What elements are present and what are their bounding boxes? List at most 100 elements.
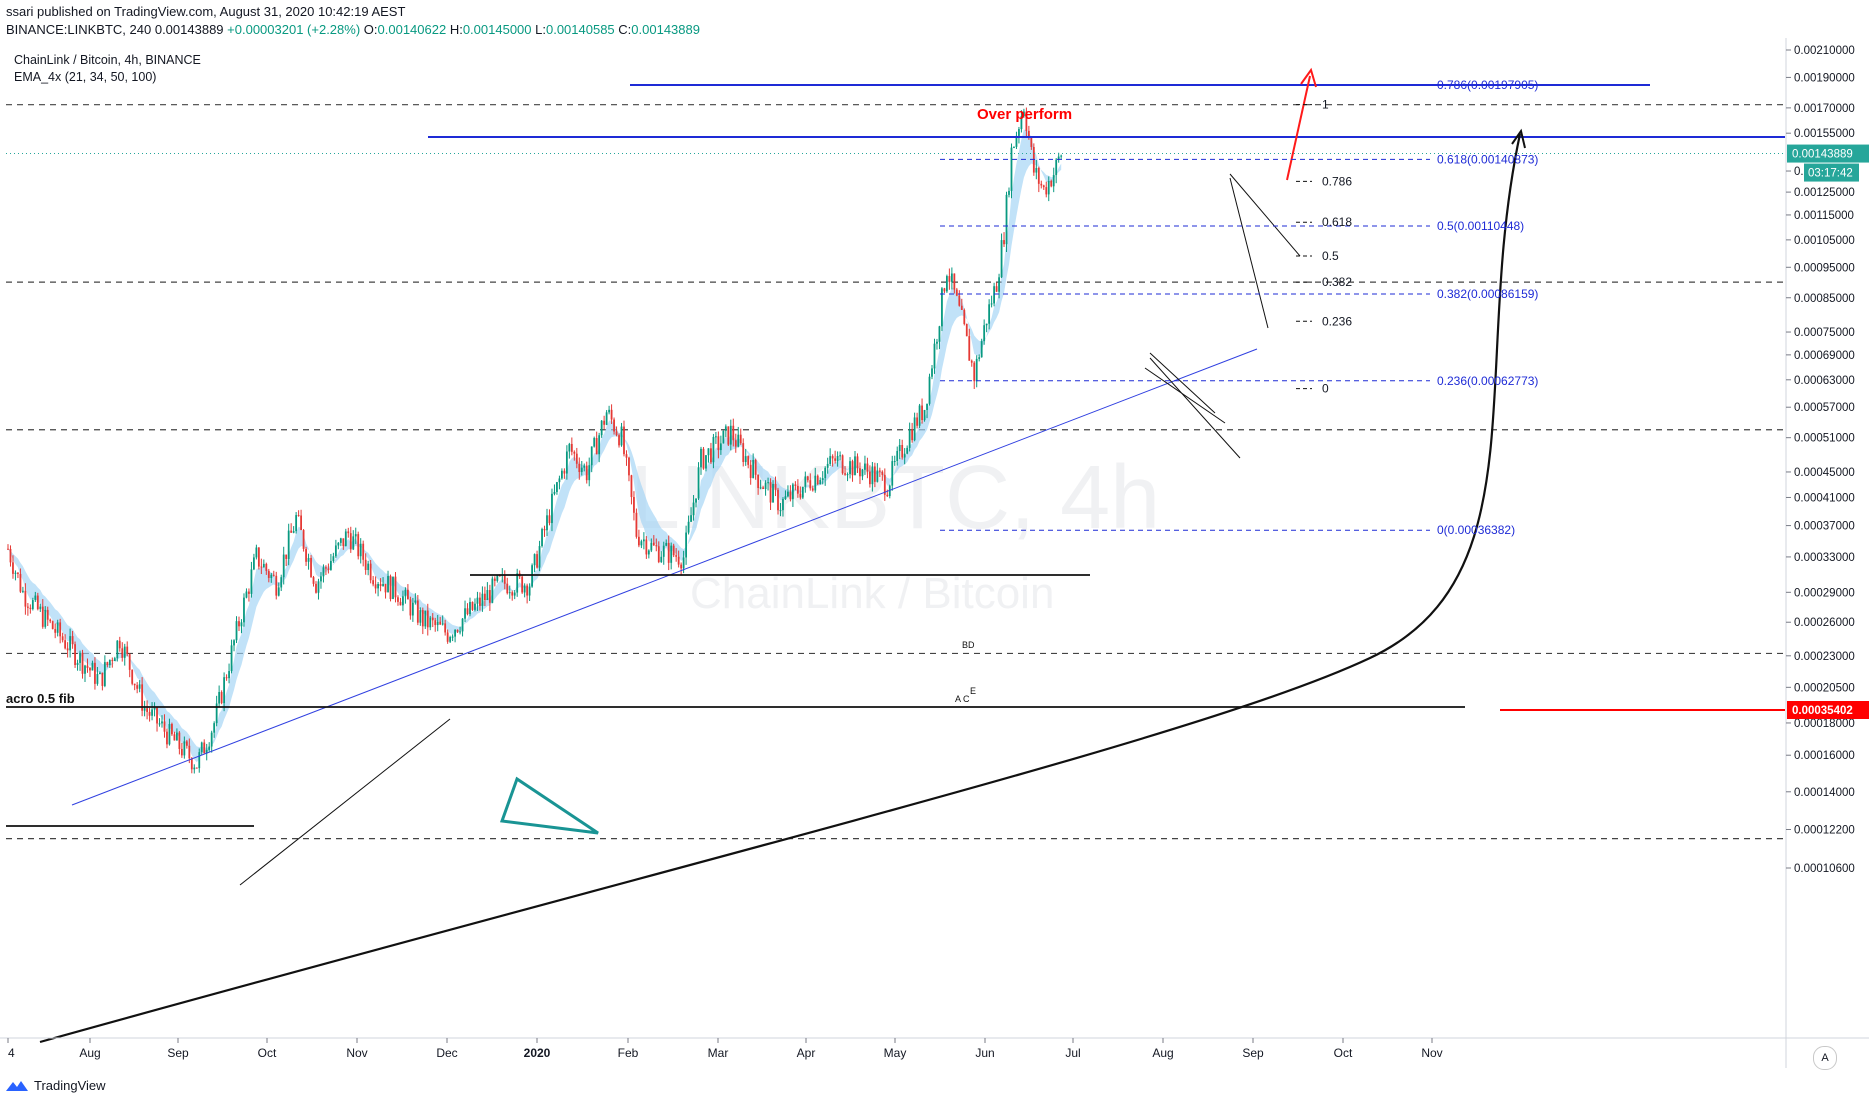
- candle: [392, 576, 394, 600]
- candle: [878, 467, 881, 477]
- legend-ema[interactable]: EMA_4x (21, 34, 50, 100): [14, 70, 157, 84]
- candle-body: [804, 476, 807, 487]
- candle: [1010, 143, 1013, 199]
- candle: [792, 482, 794, 507]
- candle: [161, 715, 163, 728]
- y-tick-label: 0.00115000: [1794, 210, 1854, 222]
- candle-body: [260, 566, 263, 568]
- candle: [106, 661, 109, 668]
- candle-body: [51, 621, 54, 630]
- candle: [814, 467, 817, 493]
- candle: [988, 299, 991, 330]
- candle: [210, 730, 213, 753]
- candle: [337, 542, 340, 550]
- candle: [1037, 166, 1040, 193]
- candle: [84, 664, 86, 683]
- candle-body: [392, 576, 394, 599]
- candle: [1013, 146, 1015, 149]
- price-axis[interactable]: 0.00210000 0.00190000 0.00170000 0.00155000…: [1785, 38, 1869, 1068]
- candle: [193, 764, 196, 774]
- candle: [1030, 136, 1033, 150]
- wave-label-ac: A C: [955, 694, 970, 704]
- candle: [123, 643, 126, 666]
- candle: [56, 619, 59, 637]
- candle: [715, 431, 717, 444]
- candle: [595, 431, 598, 455]
- candle: [253, 553, 255, 571]
- candle: [548, 509, 551, 526]
- candle-body: [563, 470, 566, 474]
- candle: [821, 471, 824, 485]
- candle-body: [270, 574, 273, 578]
- candle-body: [101, 672, 104, 686]
- candle: [471, 601, 474, 611]
- candle: [426, 603, 429, 636]
- candle: [41, 599, 44, 629]
- candle-body: [752, 459, 755, 478]
- candle: [854, 450, 856, 476]
- candle: [245, 588, 248, 599]
- candle-body: [953, 273, 956, 290]
- candle-body: [325, 567, 327, 569]
- candle-body: [667, 542, 670, 563]
- candle-body: [630, 475, 633, 498]
- candle-body: [334, 545, 337, 557]
- candle-body: [883, 474, 886, 495]
- x-tick-label: Sep: [167, 1046, 189, 1060]
- candle-body: [116, 640, 119, 659]
- candle: [565, 445, 568, 480]
- candle-body: [695, 498, 697, 503]
- candle-body: [131, 669, 134, 684]
- candle-body: [193, 767, 196, 770]
- tradingview-brand[interactable]: TradingView: [6, 1078, 106, 1093]
- candle: [578, 457, 581, 480]
- candle: [747, 455, 750, 469]
- candle-body: [724, 426, 727, 431]
- candle: [585, 461, 588, 484]
- candle: [310, 555, 312, 578]
- candle-body: [829, 456, 832, 464]
- candle: [906, 445, 909, 455]
- price-chart[interactable]: LINKBTC, 4h ChainLink / Bitcoin 0.786(0.…: [0, 38, 1869, 1068]
- candle-body: [250, 569, 253, 594]
- auto-scale-button[interactable]: A: [1813, 1046, 1837, 1070]
- candle: [474, 598, 476, 612]
- candle-body: [585, 465, 588, 481]
- fib-level-label: 0.618(0.00140873): [1437, 152, 1538, 166]
- candle: [513, 590, 516, 600]
- candle-body: [677, 556, 680, 565]
- candle: [769, 478, 772, 510]
- candle: [859, 462, 861, 484]
- candle: [953, 273, 956, 294]
- time-axis[interactable]: 4 Aug Sep Oct Nov Dec 2020 Feb Mar Apr May Jun Jul Au…: [0, 1037, 1869, 1060]
- candle: [901, 439, 904, 460]
- candle-body: [141, 684, 144, 711]
- candle: [436, 614, 439, 632]
- candle-body: [409, 599, 412, 616]
- candle: [325, 565, 327, 576]
- candle-body: [431, 617, 434, 621]
- candle: [108, 659, 111, 668]
- candle-body: [41, 606, 44, 627]
- candle: [372, 575, 375, 587]
- candle: [146, 700, 148, 720]
- candle: [918, 403, 921, 429]
- candle-body: [645, 539, 648, 555]
- candle: [677, 550, 680, 568]
- candle: [958, 290, 961, 307]
- candle: [148, 707, 151, 722]
- candle-body: [652, 542, 655, 546]
- x-tick-label: Mar: [708, 1046, 729, 1060]
- wave-label-bd: BD: [962, 640, 975, 650]
- candle-body: [1020, 116, 1023, 130]
- x-tick-label: Apr: [797, 1046, 816, 1060]
- candle-body: [243, 597, 245, 623]
- candle: [481, 586, 484, 612]
- candle: [573, 450, 576, 461]
- candle: [511, 590, 514, 601]
- candle: [985, 323, 988, 333]
- candle-body: [608, 409, 610, 413]
- candle-body: [580, 467, 583, 473]
- candle-body: [722, 430, 725, 444]
- candle-body: [543, 529, 546, 531]
